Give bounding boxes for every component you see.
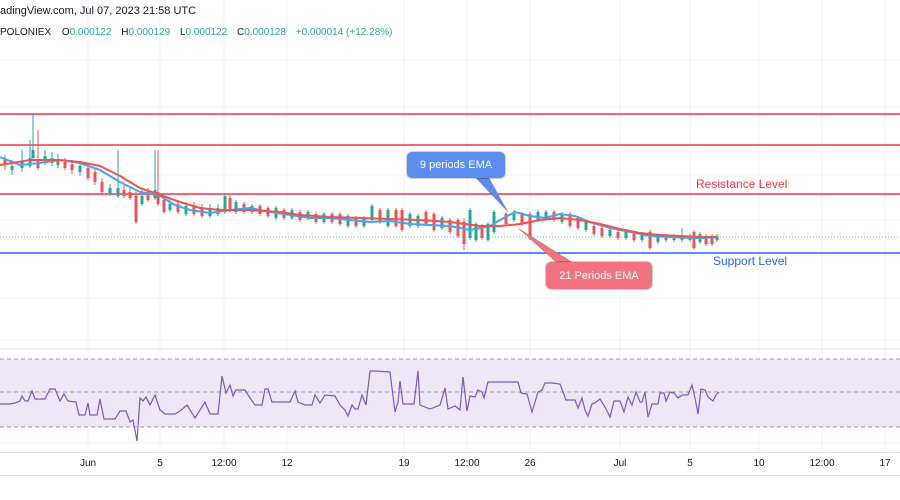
support-level-label: Support Level xyxy=(713,254,788,268)
ema21-callout[interactable]: 21 Periods EMA xyxy=(546,262,652,289)
rsi-pane xyxy=(0,358,900,442)
time-axis-tick: 12 xyxy=(281,458,293,469)
ema9-callout-label: 9 periods EMA xyxy=(419,159,493,171)
high-value: 0.000129 xyxy=(128,27,171,38)
chart-source-timestamp: adingView.com, Jul 07, 2023 21:58 UTC xyxy=(0,5,197,17)
open-label: O xyxy=(61,27,70,38)
open-value: 0.000122 xyxy=(69,27,112,38)
time-axis-tick: 12:00 xyxy=(211,458,237,469)
symbol-exchange: POLONIEX xyxy=(0,27,52,38)
ohlc-legend: POLONIEX O0.000122 H0.000129 L0.000122 C… xyxy=(0,27,399,38)
time-axis-tick: 19 xyxy=(398,458,410,469)
low-label: L xyxy=(179,27,186,38)
resistance-level-label: Resistance Level xyxy=(696,177,788,191)
time-axis-tick: 17 xyxy=(879,458,891,469)
time-axis-tick: Jun xyxy=(79,458,97,469)
close-label: C xyxy=(237,27,245,38)
ema-lines xyxy=(0,156,719,239)
change-value: +0.000014 (+12.28%) xyxy=(295,27,393,38)
time-axis-tick: Jul xyxy=(613,458,627,469)
time-axis-tick: 10 xyxy=(753,458,765,469)
grid-lines xyxy=(0,0,900,452)
ema9-callout[interactable]: 9 periods EMA xyxy=(407,152,505,178)
low-value: 0.000122 xyxy=(185,27,228,38)
ema21-callout-label: 21 Periods EMA xyxy=(559,269,639,282)
time-axis[interactable]: Jun 5 12:00 12 19 12:00 26 Jul 5 10 12:00 17 xyxy=(0,452,900,476)
time-axis-tick: 12:00 xyxy=(809,458,835,469)
close-value: 0.000128 xyxy=(244,27,286,38)
candlesticks xyxy=(3,114,719,250)
time-axis-tick: 12:00 xyxy=(454,458,480,469)
high-label: H xyxy=(121,27,129,38)
time-axis-tick: 5 xyxy=(687,458,693,469)
time-axis-tick: 5 xyxy=(157,458,163,469)
time-axis-tick: 26 xyxy=(524,458,536,469)
